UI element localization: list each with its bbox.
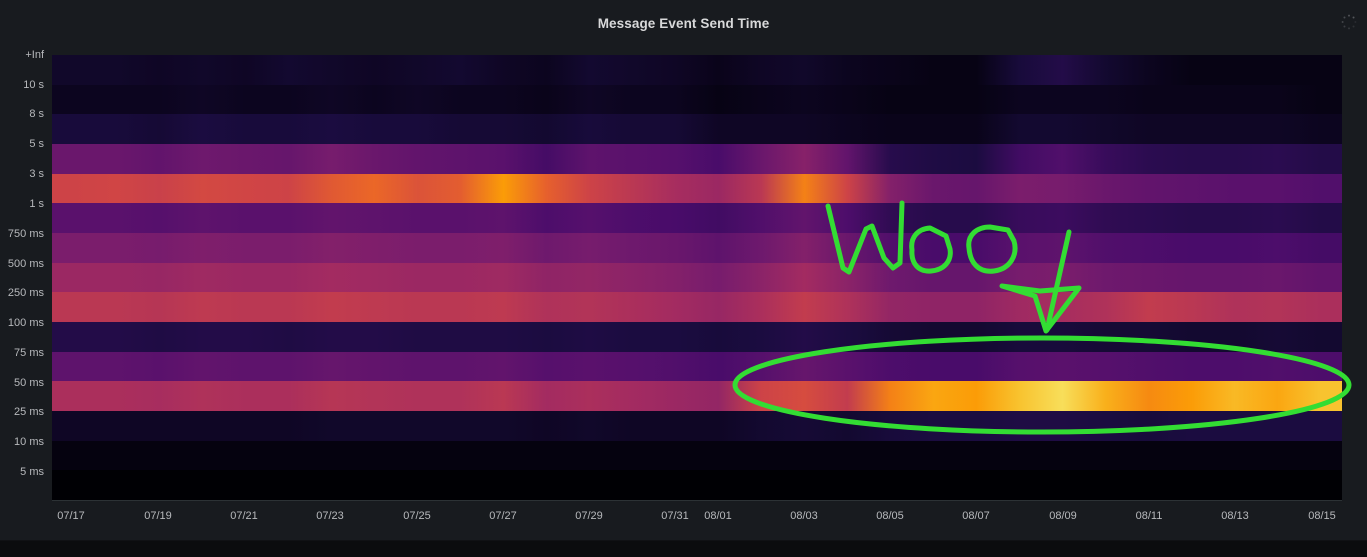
y-axis-tick: 50 ms bbox=[14, 377, 44, 389]
y-axis-tick: 8 s bbox=[29, 108, 44, 120]
heatmap-row bbox=[52, 114, 1342, 145]
heatmap-row bbox=[52, 411, 1342, 442]
heatmap-row-gradient bbox=[52, 351, 1342, 382]
y-axis-tick: 100 ms bbox=[7, 317, 44, 329]
y-axis-tick: 250 ms bbox=[7, 287, 44, 299]
heatmap-row-gradient bbox=[52, 440, 1342, 471]
heatmap-row-gradient bbox=[52, 262, 1342, 293]
x-axis-tick: 08/01 bbox=[704, 510, 732, 522]
heatmap-row-gradient bbox=[52, 233, 1342, 264]
heatmap-row bbox=[52, 84, 1342, 115]
heatmap-row-gradient bbox=[52, 411, 1342, 442]
heatmap-row-gradient bbox=[52, 381, 1342, 412]
loading-spinner-icon bbox=[1340, 13, 1358, 31]
heatmap-row bbox=[52, 470, 1342, 500]
x-axis-tick: 07/17 bbox=[57, 510, 85, 522]
y-axis-tick: 5 s bbox=[29, 138, 44, 150]
y-axis-tick: 3 s bbox=[29, 168, 44, 180]
page-title: Message Event Send Time bbox=[597, 15, 770, 31]
x-axis-tick: 07/25 bbox=[403, 510, 431, 522]
y-axis-tick: 5 ms bbox=[20, 466, 44, 478]
heatmap-row bbox=[52, 292, 1342, 323]
heatmap-row-gradient bbox=[52, 55, 1342, 86]
x-axis-tick: 08/09 bbox=[1049, 510, 1077, 522]
heatmap-row-gradient bbox=[52, 470, 1342, 500]
heatmap-panel: Message Event Send Time +Inf 10 s 8 s 5 s 3 … bbox=[0, 0, 1367, 541]
heatmap-row bbox=[52, 233, 1342, 264]
heatmap-row-gradient bbox=[52, 144, 1342, 175]
y-axis-tick: +Inf bbox=[25, 49, 44, 61]
y-axis-tick: 1 s bbox=[29, 198, 44, 210]
x-axis-tick: 07/31 bbox=[661, 510, 689, 522]
heatmap-row bbox=[52, 55, 1342, 86]
heatmap-plot-area[interactable] bbox=[52, 55, 1342, 500]
y-axis-tick: 10 s bbox=[23, 79, 44, 91]
x-axis-tick: 07/27 bbox=[489, 510, 517, 522]
x-axis-tick: 08/11 bbox=[1135, 510, 1163, 522]
x-axis-line bbox=[52, 500, 1342, 501]
heatmap-row bbox=[52, 203, 1342, 234]
heatmap-row bbox=[52, 381, 1342, 412]
heatmap-row-gradient bbox=[52, 292, 1342, 323]
heatmap-row-gradient bbox=[52, 322, 1342, 353]
x-axis-tick: 07/29 bbox=[575, 510, 603, 522]
y-axis-tick: 75 ms bbox=[14, 347, 44, 359]
x-axis-tick: 08/05 bbox=[876, 510, 904, 522]
y-axis-tick: 25 ms bbox=[14, 406, 44, 418]
heatmap-row-gradient bbox=[52, 84, 1342, 115]
y-axis-tick: 500 ms bbox=[7, 258, 44, 270]
x-axis-tick: 07/19 bbox=[144, 510, 172, 522]
heatmap-row bbox=[52, 262, 1342, 293]
x-axis-tick: 08/15 bbox=[1308, 510, 1336, 522]
x-axis-tick: 08/13 bbox=[1221, 510, 1249, 522]
heatmap-row-gradient bbox=[52, 203, 1342, 234]
panel-header: Message Event Send Time bbox=[0, 0, 1367, 46]
x-axis-tick: 07/23 bbox=[316, 510, 344, 522]
heatmap-row bbox=[52, 322, 1342, 353]
heatmap-row bbox=[52, 144, 1342, 175]
y-axis-tick: 10 ms bbox=[14, 436, 44, 448]
heatmap-row-gradient bbox=[52, 173, 1342, 204]
y-axis: +Inf 10 s 8 s 5 s 3 s 1 s 750 ms 500 ms 250 ms 10… bbox=[0, 46, 52, 541]
heatmap-row bbox=[52, 440, 1342, 471]
y-axis-tick: 750 ms bbox=[7, 228, 44, 240]
heatmap-row bbox=[52, 351, 1342, 382]
heatmap-row-gradient bbox=[52, 114, 1342, 145]
x-axis-tick: 08/07 bbox=[962, 510, 990, 522]
x-axis-tick: 07/21 bbox=[230, 510, 258, 522]
x-axis: 07/17 07/19 07/21 07/23 07/25 07/27 07/29 07/31… bbox=[0, 501, 1367, 541]
heatmap-chart[interactable]: +Inf 10 s 8 s 5 s 3 s 1 s 750 ms 500 ms 250 ms 10… bbox=[0, 46, 1367, 541]
heatmap-row bbox=[52, 173, 1342, 204]
x-axis-tick: 08/03 bbox=[790, 510, 818, 522]
